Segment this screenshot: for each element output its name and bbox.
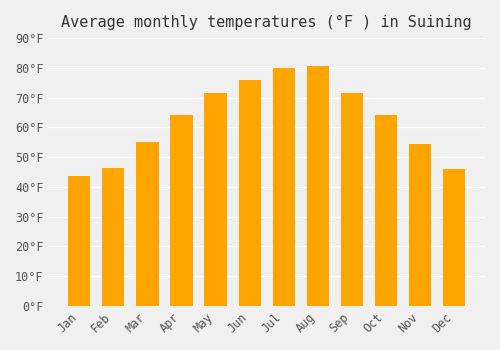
- Bar: [238, 80, 260, 306]
- Bar: [443, 169, 465, 306]
- Bar: [136, 142, 158, 240]
- Bar: [409, 144, 431, 241]
- Bar: [443, 169, 465, 306]
- Bar: [306, 66, 329, 306]
- Bar: [272, 68, 295, 306]
- Title: Average monthly temperatures (°F ) in Suining: Average monthly temperatures (°F ) in Su…: [62, 15, 472, 30]
- Bar: [136, 142, 158, 306]
- Bar: [341, 93, 363, 306]
- Bar: [170, 116, 192, 230]
- Bar: [102, 168, 124, 251]
- Bar: [204, 93, 227, 306]
- Bar: [409, 144, 431, 306]
- Bar: [375, 116, 397, 230]
- Bar: [170, 116, 192, 306]
- Bar: [272, 68, 295, 306]
- Bar: [68, 176, 90, 254]
- Bar: [341, 93, 363, 306]
- Bar: [306, 66, 329, 210]
- Bar: [238, 80, 260, 215]
- Bar: [443, 169, 465, 251]
- Bar: [102, 168, 124, 306]
- Bar: [204, 93, 227, 221]
- Bar: [68, 176, 90, 306]
- Bar: [68, 176, 90, 306]
- Bar: [341, 93, 363, 221]
- Bar: [238, 80, 260, 306]
- Bar: [409, 144, 431, 306]
- Bar: [204, 93, 227, 306]
- Bar: [306, 66, 329, 306]
- Bar: [136, 142, 158, 306]
- Bar: [375, 116, 397, 306]
- Bar: [375, 116, 397, 306]
- Bar: [170, 116, 192, 306]
- Bar: [272, 68, 295, 211]
- Bar: [102, 168, 124, 306]
